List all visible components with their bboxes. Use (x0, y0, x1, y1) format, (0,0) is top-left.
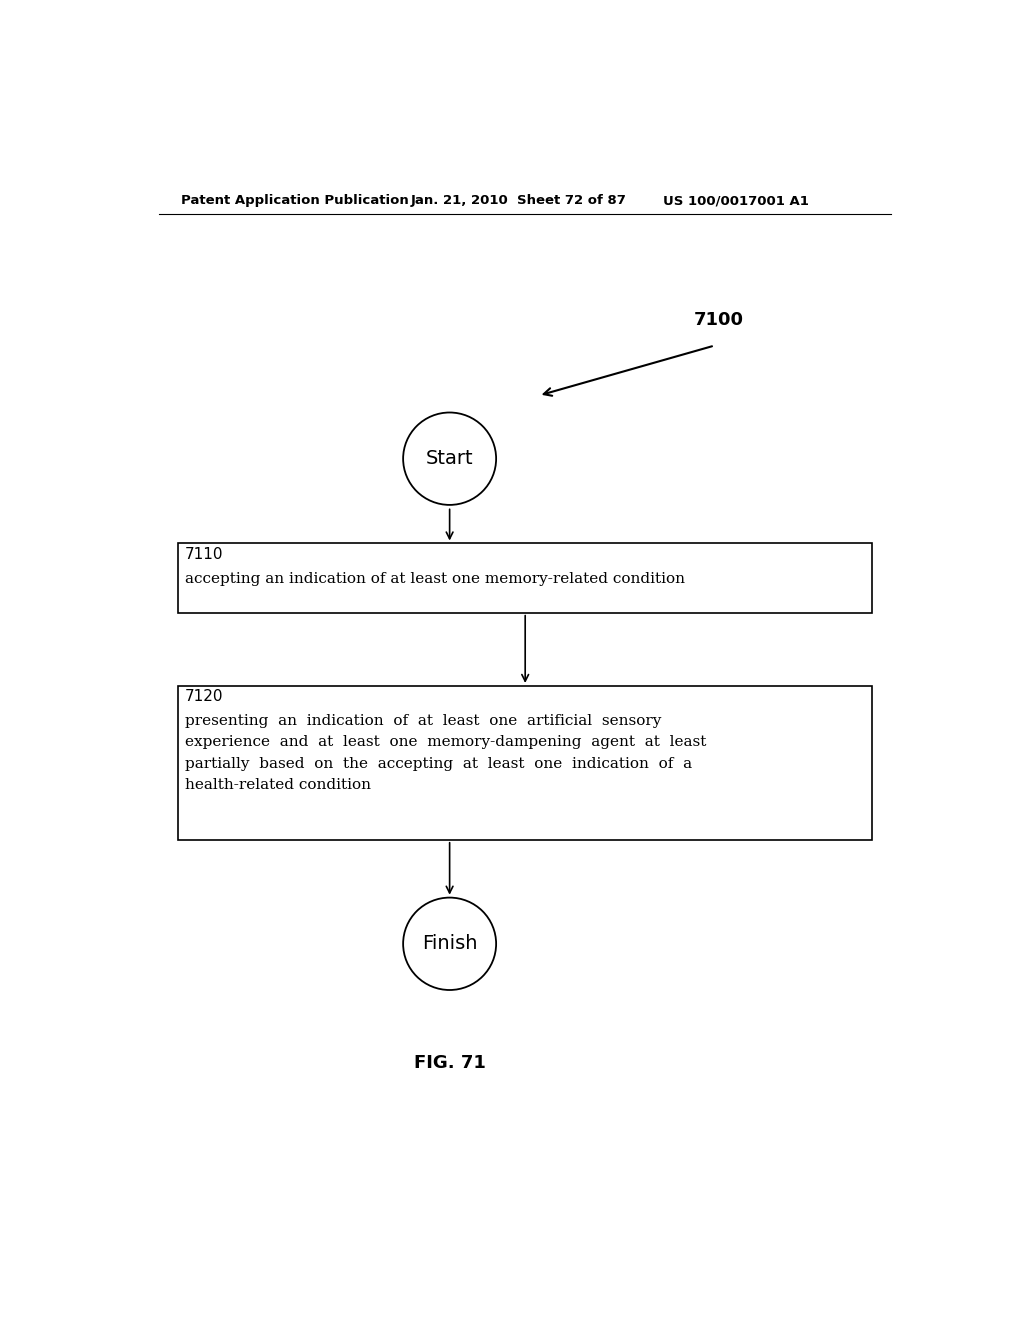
Text: health-related condition: health-related condition (184, 779, 371, 792)
Text: 7120: 7120 (184, 689, 223, 704)
Text: 7110: 7110 (184, 546, 223, 562)
Text: presenting  an  indication  of  at  least  one  artificial  sensory: presenting an indication of at least one… (184, 714, 660, 727)
Text: Finish: Finish (422, 935, 477, 953)
Text: partially  based  on  the  accepting  at  least  one  indication  of  a: partially based on the accepting at leas… (184, 756, 691, 771)
Text: US 100/0017001 A1: US 100/0017001 A1 (663, 194, 809, 207)
Text: experience  and  at  least  one  memory-dampening  agent  at  least: experience and at least one memory-dampe… (184, 735, 706, 748)
Text: Jan. 21, 2010  Sheet 72 of 87: Jan. 21, 2010 Sheet 72 of 87 (411, 194, 627, 207)
Text: Start: Start (426, 449, 473, 469)
Text: Patent Application Publication: Patent Application Publication (180, 194, 409, 207)
Text: FIG. 71: FIG. 71 (414, 1055, 485, 1072)
Text: accepting an indication of at least one memory-related condition: accepting an indication of at least one … (184, 572, 685, 586)
Text: 7100: 7100 (693, 312, 743, 329)
